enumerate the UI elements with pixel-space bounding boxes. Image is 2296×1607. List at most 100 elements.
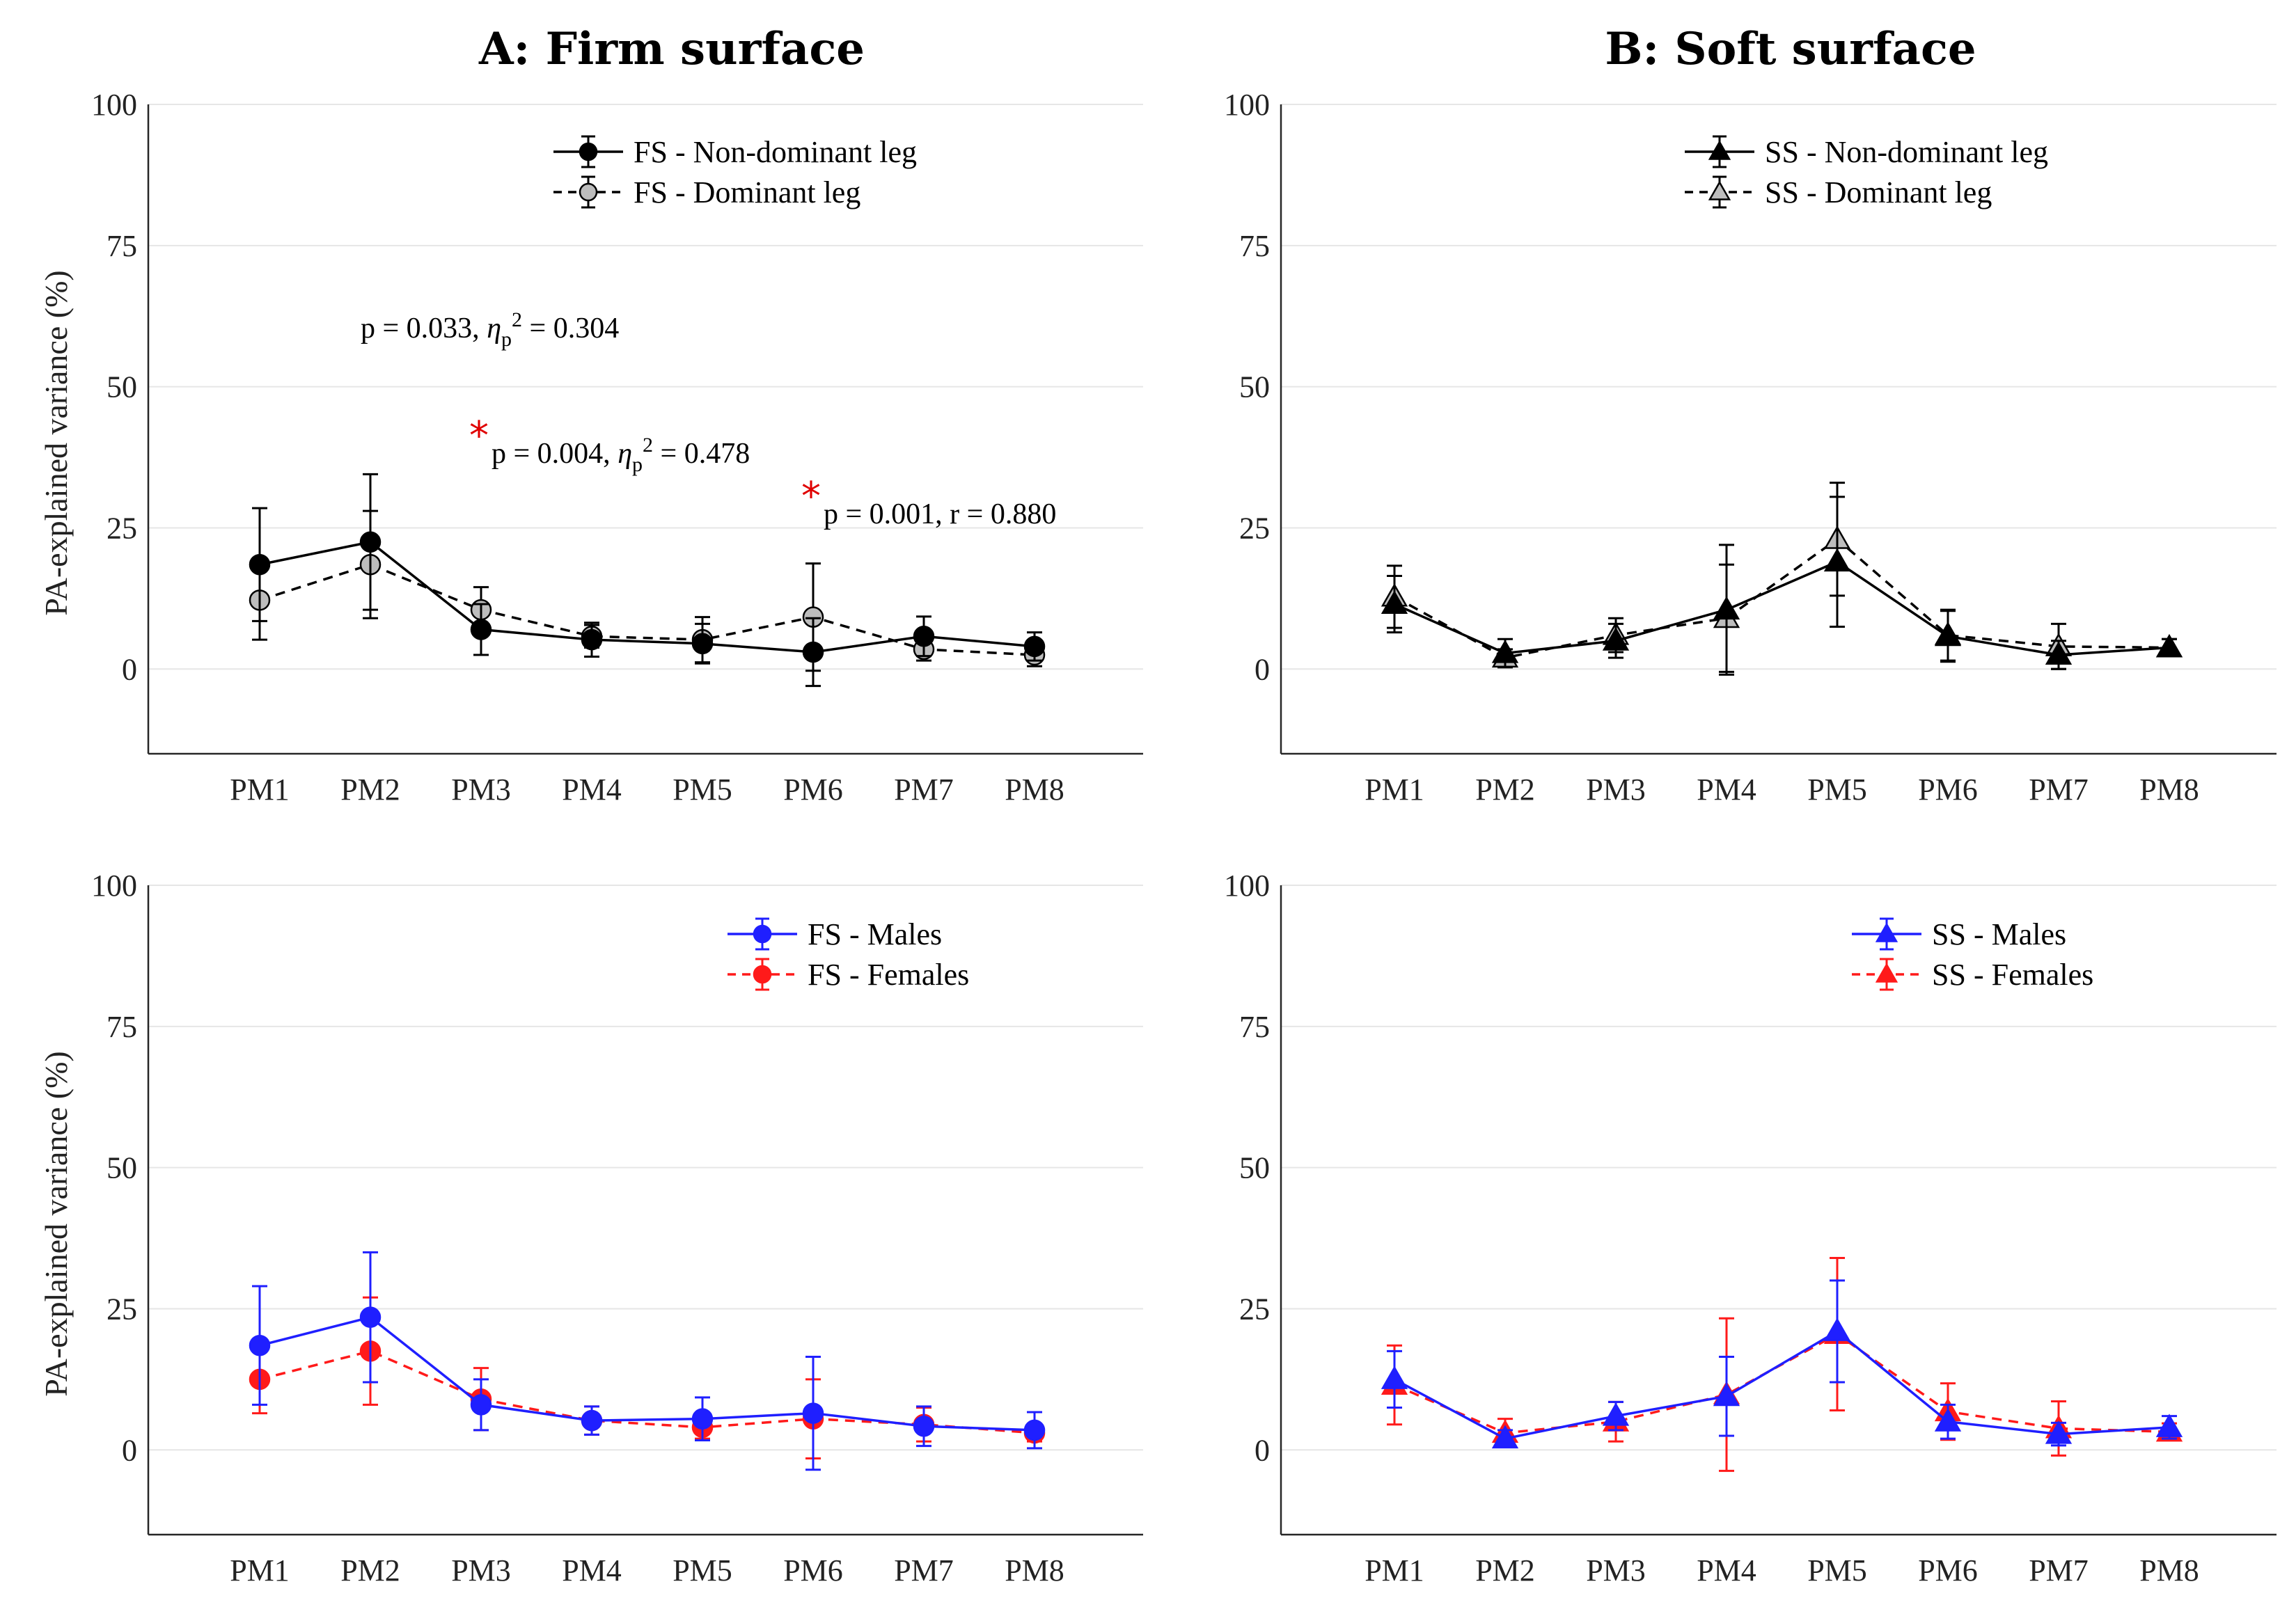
x-tick-label: PM6 — [1918, 773, 1978, 807]
series-line — [259, 563, 1035, 656]
y-tick-label: 75 — [1239, 1010, 1270, 1044]
legend-marker — [1875, 922, 1898, 942]
series-ss---dominant-leg — [1381, 482, 2183, 673]
annotation-sup: 2 — [643, 434, 653, 457]
data-point — [1381, 590, 1408, 615]
y-tick-label: 50 — [107, 370, 137, 404]
annotation-text: p = 0.033, — [361, 312, 487, 345]
data-point — [1491, 1425, 1519, 1449]
y-tick-label: 25 — [107, 1292, 137, 1326]
series-line — [1394, 560, 2170, 656]
legend-label: FS - Non-dominant leg — [634, 135, 917, 169]
y-tick-label: 25 — [1239, 1292, 1270, 1326]
y-tick-label: 100 — [91, 88, 137, 122]
series-line — [1394, 1329, 2170, 1440]
legend-label: SS - Females — [1932, 958, 2093, 992]
x-tick-label: PM1 — [1365, 773, 1424, 807]
data-point — [691, 1408, 714, 1430]
data-point — [581, 1409, 603, 1432]
x-tick-label: PM4 — [1697, 1553, 1756, 1588]
annotation-sup: 2 — [512, 308, 522, 331]
annotation-tail: = 0.304 — [522, 312, 619, 345]
data-point — [2045, 1420, 2073, 1444]
series-line — [259, 1349, 1035, 1434]
data-point — [470, 619, 492, 640]
data-point — [913, 625, 935, 647]
data-point — [249, 553, 271, 576]
legend-marker — [1875, 963, 1898, 983]
legend-label: FS - Females — [808, 958, 969, 992]
data-point — [1381, 1365, 1408, 1389]
annotation-eta: η — [487, 312, 501, 345]
data-point — [2155, 633, 2183, 658]
data-point — [359, 1306, 382, 1328]
data-point — [1491, 640, 1519, 663]
x-tick-label: PM3 — [451, 773, 511, 807]
x-tick-label: PM2 — [1475, 773, 1535, 807]
x-tick-label: PM2 — [340, 1553, 400, 1588]
x-tick-label: PM8 — [1005, 773, 1064, 807]
y-tick-label: 100 — [1224, 88, 1270, 122]
series-fs---non-dominant-leg — [249, 473, 1046, 688]
legend-label: SS - Males — [1932, 917, 2066, 951]
x-tick-label: PM3 — [451, 1553, 511, 1588]
data-point — [1713, 596, 1740, 620]
y-tick-label: 50 — [1239, 1151, 1270, 1185]
x-tick-label: PM8 — [1005, 1553, 1064, 1588]
data-point — [1823, 1317, 1851, 1341]
legend: FS - Non-dominant leg FS - Dominant leg — [553, 135, 917, 209]
panel-B-bottom: 0 25 50 75 100 PM1 PM2 PM3 PM4 PM5 PM6 PM7 PM8 SS - M… — [1224, 869, 2277, 1588]
legend-label: FS - Dominant leg — [634, 175, 860, 209]
data-point — [1023, 635, 1046, 658]
x-tick-label: PM1 — [230, 1553, 290, 1588]
x-tick-label: PM7 — [2029, 773, 2089, 807]
x-tick-label: PM6 — [1918, 1553, 1978, 1588]
data-point — [1823, 548, 1851, 572]
y-tick-label: 75 — [107, 229, 137, 263]
x-tick-label: PM5 — [673, 773, 732, 807]
x-tick-label: PM2 — [340, 773, 400, 807]
y-axis-label: PA-explained variance (%) — [38, 270, 74, 615]
series-fs---males — [249, 1251, 1046, 1471]
x-tick-label: PM5 — [1807, 773, 1867, 807]
data-point — [2155, 1414, 2183, 1437]
data-point — [691, 633, 714, 655]
annotation: p = 0.001, r = 0.880 — [824, 498, 1056, 530]
data-point — [2045, 641, 2073, 665]
annotation: p = 0.033, ηp2 = 0.304 — [361, 308, 619, 351]
legend: FS - Males FS - Females — [728, 917, 969, 992]
y-tick-label: 0 — [1255, 1433, 1270, 1467]
data-point — [1023, 1419, 1046, 1441]
x-tick-label: PM1 — [1365, 1553, 1424, 1588]
data-point — [470, 1394, 492, 1416]
x-tick-label: PM3 — [1586, 773, 1646, 807]
x-tick-label: PM6 — [783, 773, 843, 807]
legend: SS - Non-dominant leg SS - Dominant leg — [1685, 135, 2048, 209]
y-tick-label: 100 — [91, 869, 137, 903]
x-tick-label: PM4 — [562, 1553, 622, 1588]
x-tick-label: PM5 — [673, 1553, 732, 1588]
series-line — [1394, 537, 2170, 659]
x-tick-label: PM8 — [2139, 773, 2199, 807]
series-line — [259, 1315, 1035, 1432]
x-tick-label: PM6 — [783, 1553, 843, 1588]
series-ss---non-dominant-leg — [1381, 496, 2183, 676]
x-tick-label: PM2 — [1475, 1553, 1535, 1588]
x-tick-label: PM5 — [1807, 1553, 1867, 1588]
x-tick-label: PM3 — [1586, 1553, 1646, 1588]
x-tick-label: PM8 — [2139, 1553, 2199, 1588]
data-point — [1713, 1382, 1740, 1407]
data-point — [802, 1402, 824, 1424]
annotation-sub: p — [501, 328, 512, 351]
data-point — [359, 531, 382, 553]
data-point — [913, 1415, 935, 1437]
data-point — [1934, 622, 1962, 647]
x-tick-label: PM4 — [562, 773, 622, 807]
y-tick-label: 50 — [1239, 370, 1270, 404]
data-point — [249, 1334, 271, 1356]
data-point — [1602, 627, 1630, 651]
legend-marker — [753, 924, 772, 944]
data-point — [1602, 1402, 1630, 1426]
x-tick-label: PM7 — [894, 1553, 954, 1588]
